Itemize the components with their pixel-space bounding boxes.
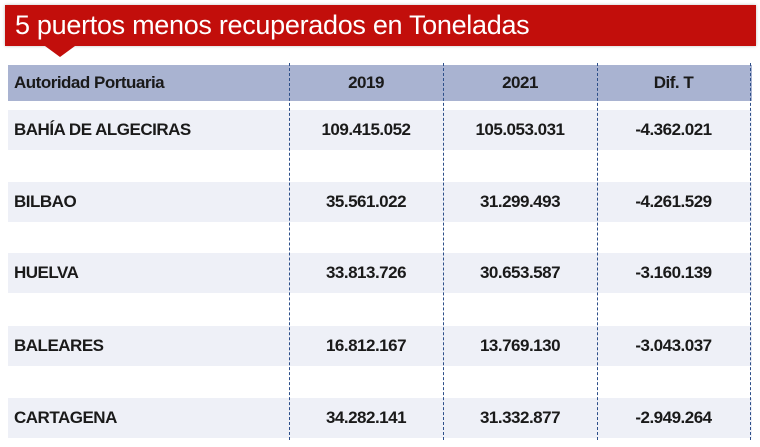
value-2019: 16.812.167 <box>325 336 407 355</box>
value-2019: 34.282.141 <box>325 408 407 427</box>
page-title: 5 puertos menos recuperados en Toneladas <box>15 10 530 40</box>
port-name: BALEARES <box>14 336 104 355</box>
table-row <box>8 326 752 366</box>
value-diff: -4.261.529 <box>635 192 712 211</box>
header-autoridad: Autoridad Portuaria <box>14 73 165 92</box>
value-diff: -2.949.264 <box>635 408 712 427</box>
title-banner: 5 puertos menos recuperados en Toneladas <box>5 5 756 46</box>
table-header <box>8 65 752 101</box>
header-dif: Dif. T <box>653 73 694 92</box>
column-divider <box>289 63 290 440</box>
port-name: BAHÍA DE ALGECIRAS <box>14 120 191 139</box>
port-name: BILBAO <box>14 192 77 211</box>
port-name: CARTAGENA <box>14 408 117 427</box>
column-divider <box>443 63 444 440</box>
header-2019: 2019 <box>348 73 384 92</box>
value-2021: 13.769.130 <box>479 336 561 355</box>
table-row <box>8 182 752 222</box>
value-2021: 30.653.587 <box>479 263 561 282</box>
value-2019: 33.813.726 <box>325 263 407 282</box>
value-diff: -3.043.037 <box>635 336 712 355</box>
value-diff: -4.362.021 <box>635 120 712 139</box>
value-2021: 31.299.493 <box>479 192 561 211</box>
value-2019: 35.561.022 <box>325 192 407 211</box>
header-2021: 2021 <box>502 73 538 92</box>
table-row <box>8 253 752 293</box>
table-row <box>8 398 752 438</box>
column-divider <box>750 63 751 440</box>
column-divider <box>597 63 598 440</box>
value-2019: 109.415.052 <box>321 120 411 139</box>
value-diff: -3.160.139 <box>635 263 712 282</box>
value-2021: 31.332.877 <box>479 408 561 427</box>
value-2021: 105.053.031 <box>475 120 565 139</box>
banner-pointer <box>45 46 75 57</box>
port-name: HUELVA <box>14 263 79 282</box>
table-row <box>8 110 752 150</box>
